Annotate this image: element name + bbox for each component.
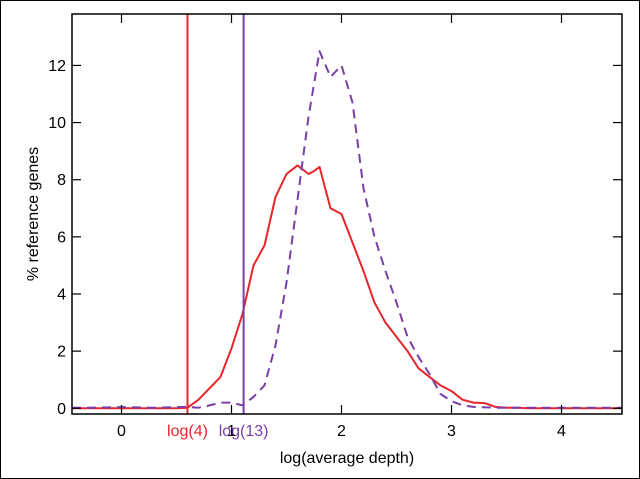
y-tick-label: 12	[48, 58, 66, 75]
x-tick-label: 4	[557, 423, 566, 440]
series-line-dashed	[72, 50, 622, 409]
y-tick-label: 6	[57, 229, 66, 246]
y-tick-label: 2	[57, 344, 66, 361]
y-axis-label: % reference genes	[25, 147, 42, 281]
threshold-label: log(4)	[167, 423, 208, 440]
x-tick-label: 1	[227, 423, 236, 440]
y-tick-label: 8	[57, 172, 66, 189]
x-tick-label: 2	[337, 423, 346, 440]
threshold-label: log(13)	[219, 423, 269, 440]
series-layer	[72, 50, 622, 410]
y-tick-label: 10	[48, 115, 66, 132]
x-axis-label: log(average depth)	[280, 450, 414, 467]
x-tick-label: 3	[447, 423, 456, 440]
x-tick-label: 0	[117, 423, 126, 440]
plot-area	[71, 13, 623, 415]
y-tick-label: 4	[57, 287, 66, 304]
marker-lines-layer: log(4) log(13)	[167, 14, 269, 440]
y-tick-label: 0	[57, 401, 66, 418]
series-line-solid	[72, 164, 622, 410]
